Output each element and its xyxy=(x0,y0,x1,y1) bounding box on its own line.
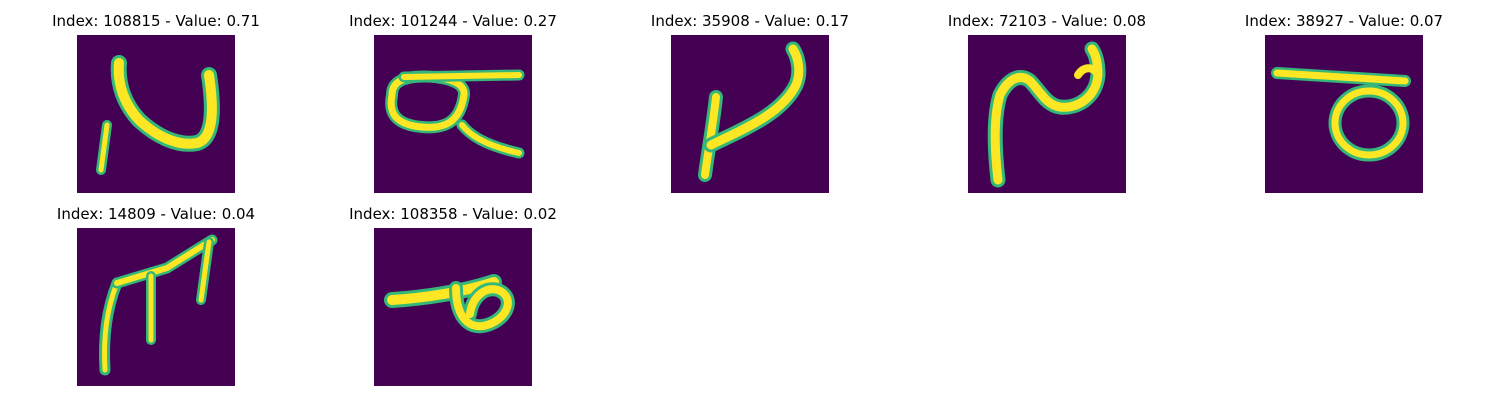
digit-image xyxy=(671,35,829,193)
digit-image xyxy=(77,35,235,193)
arrow-shape-glyph xyxy=(99,234,218,376)
panel-title: Index: 72103 - Value: 0.08 xyxy=(947,12,1147,30)
wave-shape-glyph xyxy=(987,41,1106,188)
panel-title: Index: 14809 - Value: 0.04 xyxy=(56,205,256,223)
panel-title: Index: 101244 - Value: 0.27 xyxy=(349,12,557,30)
digit-image xyxy=(1265,35,1423,193)
digit-image xyxy=(968,35,1126,193)
digit-image xyxy=(77,228,235,386)
panel-title: Index: 108358 - Value: 0.02 xyxy=(349,205,557,223)
panel-title: Index: 35908 - Value: 0.17 xyxy=(650,12,850,30)
digit-image xyxy=(374,35,532,193)
check-shape-glyph xyxy=(698,41,807,182)
panel-title: Index: 38927 - Value: 0.07 xyxy=(1244,12,1444,30)
loop-bar-small-glyph xyxy=(384,274,515,334)
loop-bar-shape-glyph xyxy=(1271,67,1411,162)
panel-title: Index: 108815 - Value: 0.71 xyxy=(52,12,260,30)
alpha-shape-glyph xyxy=(385,69,525,159)
n-shape-glyph xyxy=(96,55,220,175)
digit-image xyxy=(374,228,532,386)
